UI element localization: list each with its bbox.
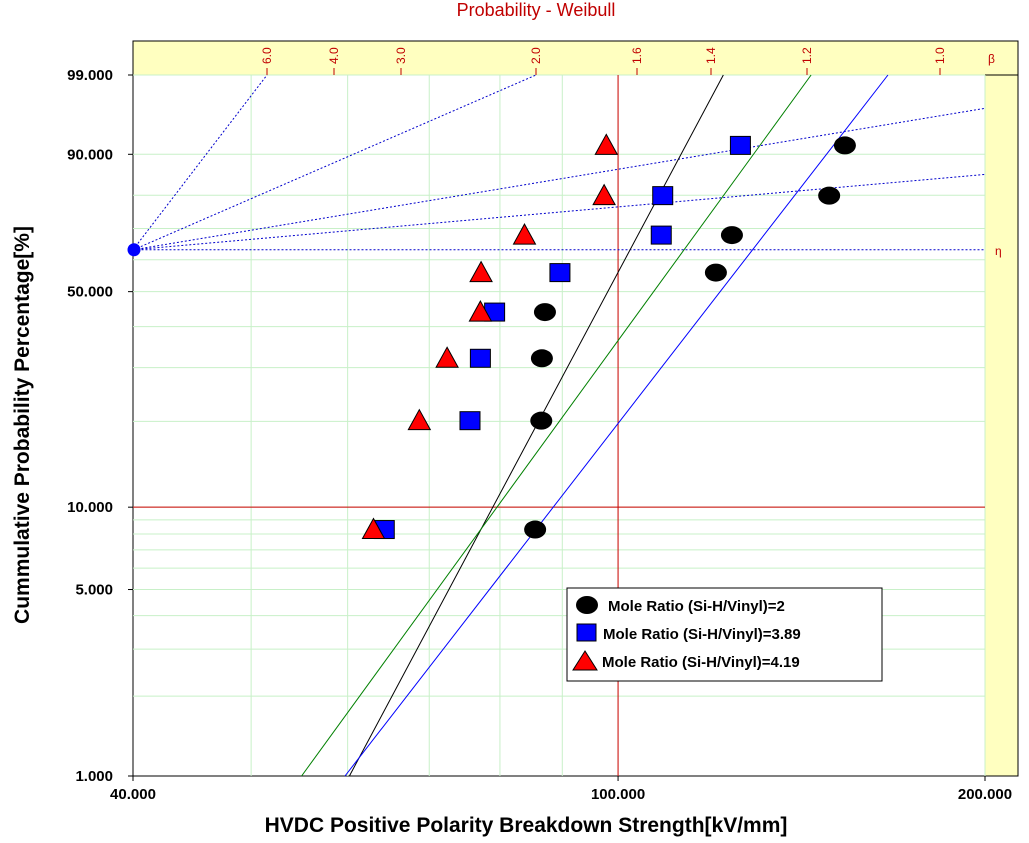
beta-tick-label: 1.2 bbox=[800, 47, 814, 64]
data-point-square bbox=[549, 263, 571, 283]
data-point-triangle bbox=[512, 223, 537, 245]
fit-line-series-3 bbox=[301, 74, 812, 777]
beta-tick-label: 6.0 bbox=[260, 47, 274, 64]
eta-axis-band bbox=[984, 74, 1019, 777]
data-point-circle bbox=[530, 411, 553, 430]
data-point-circle bbox=[530, 349, 553, 368]
beta-symbol: β bbox=[988, 52, 995, 66]
y-axis-title: Cummulative Probability Percentage[%] bbox=[11, 226, 34, 624]
data-point-square bbox=[729, 135, 751, 155]
y-tick-label: 5.000 bbox=[75, 582, 113, 599]
data-point-triangle bbox=[435, 346, 459, 368]
tick-labels-layer: 1.000 5.000 10.000 50.000 90.000 99.000 40.000… bbox=[67, 67, 1012, 803]
data-point-triangle bbox=[592, 183, 616, 206]
x-tick-label: 200.000 bbox=[958, 786, 1012, 803]
x-tick-label: 100.000 bbox=[591, 786, 645, 803]
y-tick-label: 90.000 bbox=[67, 146, 113, 163]
data-point-circle bbox=[533, 303, 556, 322]
beta-tick-label: 1.0 bbox=[933, 47, 947, 64]
x-tick-label: 40.000 bbox=[110, 786, 156, 803]
legend-label-series-1: Mole Ratio (Si-H/Vinyl)=2 bbox=[608, 598, 785, 615]
data-point-square bbox=[459, 411, 481, 431]
data-point-circle bbox=[833, 136, 856, 155]
data-point-square bbox=[469, 348, 491, 368]
y-tick-label: 50.000 bbox=[67, 284, 113, 301]
data-point-circle bbox=[704, 263, 727, 282]
beta-ray bbox=[133, 74, 537, 251]
beta-tick-label: 4.0 bbox=[327, 47, 341, 64]
legend-label-series-3: Mole Ratio (Si-H/Vinyl)=4.19 bbox=[602, 654, 800, 671]
data-point-triangle bbox=[469, 260, 493, 283]
y-tick-label: 1.000 bbox=[75, 768, 113, 785]
beta-ray bbox=[133, 173, 986, 251]
beta-ray bbox=[132, 74, 268, 251]
chart-title: Probability - Weibull bbox=[457, 0, 616, 20]
eta-symbol: η bbox=[995, 244, 1002, 258]
data-points-layer bbox=[361, 133, 856, 540]
beta-tick-label: 2.0 bbox=[529, 47, 543, 64]
legend-box bbox=[566, 587, 883, 682]
legend-marker-square bbox=[576, 623, 597, 642]
data-point-circle bbox=[524, 520, 547, 539]
legend-label-series-2: Mole Ratio (Si-H/Vinyl)=3.89 bbox=[603, 626, 801, 643]
data-point-triangle bbox=[594, 133, 619, 155]
beta-pivot-point bbox=[127, 243, 141, 257]
y-tick-label: 10.000 bbox=[67, 499, 113, 516]
legend: Mole Ratio (Si-H/Vinyl)=2 Mole Ratio (Si… bbox=[566, 587, 883, 682]
beta-tick-label: 1.4 bbox=[704, 47, 718, 64]
x-axis-title: HVDC Positive Polarity Breakdown Strengt… bbox=[265, 814, 788, 837]
data-point-circle bbox=[818, 186, 841, 205]
data-point-circle bbox=[720, 226, 743, 245]
beta-tick-label: 1.6 bbox=[630, 47, 644, 64]
data-point-triangle bbox=[361, 517, 386, 540]
legend-marker-triangle bbox=[572, 650, 598, 671]
data-point-triangle bbox=[468, 300, 493, 322]
fit-line-series-2 bbox=[344, 74, 889, 777]
data-point-square bbox=[652, 186, 674, 206]
beta-tick-label: 3.0 bbox=[394, 47, 408, 64]
beta-scale-layer: 6.0 4.0 3.0 2.0 1.6 1.4 1.2 1.0 bbox=[127, 47, 986, 257]
beta-axis-band bbox=[132, 40, 1019, 76]
legend-marker-circle bbox=[576, 596, 598, 614]
data-point-square bbox=[650, 225, 672, 245]
data-point-triangle bbox=[407, 408, 432, 431]
y-tick-label: 99.000 bbox=[67, 67, 113, 84]
